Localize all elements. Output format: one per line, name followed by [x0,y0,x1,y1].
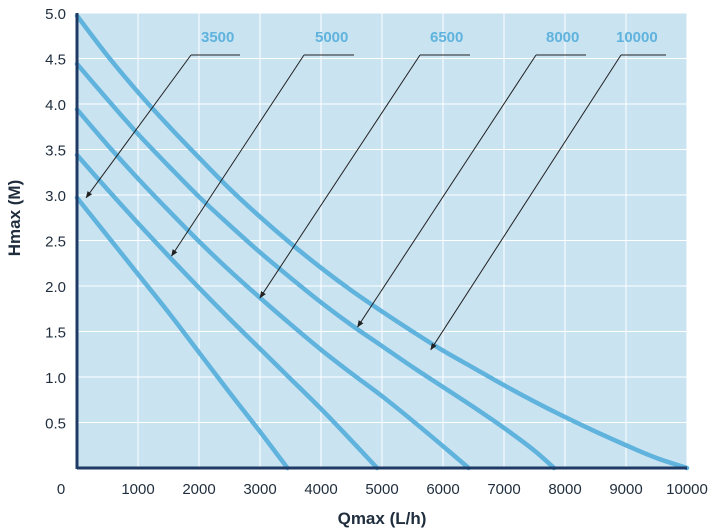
x-tick-label: 10000 [666,481,708,498]
series-line-6500 [74,107,471,471]
grid-lines [77,12,688,468]
x-tick-label: 5000 [365,481,398,498]
y-tick-label: 2.5 [45,234,66,251]
x-tick-label: 7000 [487,481,520,498]
series-line-5000 [74,152,380,471]
leader-arrow-3500 [85,54,192,199]
x-tick-label: 6000 [426,481,459,498]
y-tick-label: 0.5 [45,416,66,433]
x-tick-label: 1000 [121,481,154,498]
series-curves [74,13,690,471]
y-axis-title: Hmax (M) [5,180,24,257]
leader-arrow-5000 [171,54,305,257]
y-tick-label: 1.0 [45,370,66,387]
y-tick-labels: 0.5 1.0 1.5 2.0 2.5 3.0 3.5 4.0 4.5 5.0 [45,6,66,433]
y-tick-label: 4.5 [45,52,66,69]
x-tick-label: 0 [57,481,65,498]
leader-arrow-8000 [357,54,537,328]
leader-arrow-10000 [430,54,622,351]
x-tick-label: 9000 [609,481,642,498]
x-tick-label: 3000 [243,481,276,498]
series-label-5000: 5000 [315,29,348,46]
y-tick-label: 4.0 [45,97,66,114]
y-tick-label: 3.5 [45,143,66,160]
y-tick-label: 3.0 [45,188,66,205]
x-tick-label: 8000 [548,481,581,498]
series-label-3500: 3500 [201,29,234,46]
x-tick-labels: 0 1000 2000 3000 4000 5000 6000 7000 8000 9000 100… [57,481,708,498]
x-tick-label: 4000 [304,481,337,498]
series-label-10000: 10000 [616,29,658,46]
axes [75,13,687,470]
y-tick-label: 1.5 [45,325,66,342]
y-tick-label: 5.0 [45,6,66,23]
x-tick-label: 2000 [182,481,215,498]
series-label-6500: 6500 [430,29,463,46]
series-line-3500 [74,195,290,471]
series-line-10000 [74,13,690,471]
series-label-8000: 8000 [546,29,579,46]
y-tick-label: 2.0 [45,279,66,296]
series-line-8000 [74,61,557,471]
x-axis-title: Qmax (L/h) [338,509,427,528]
leader-arrow-6500 [259,54,421,299]
annotation-leaders: 3500 5000 6500 8000 10000 [85,29,666,351]
